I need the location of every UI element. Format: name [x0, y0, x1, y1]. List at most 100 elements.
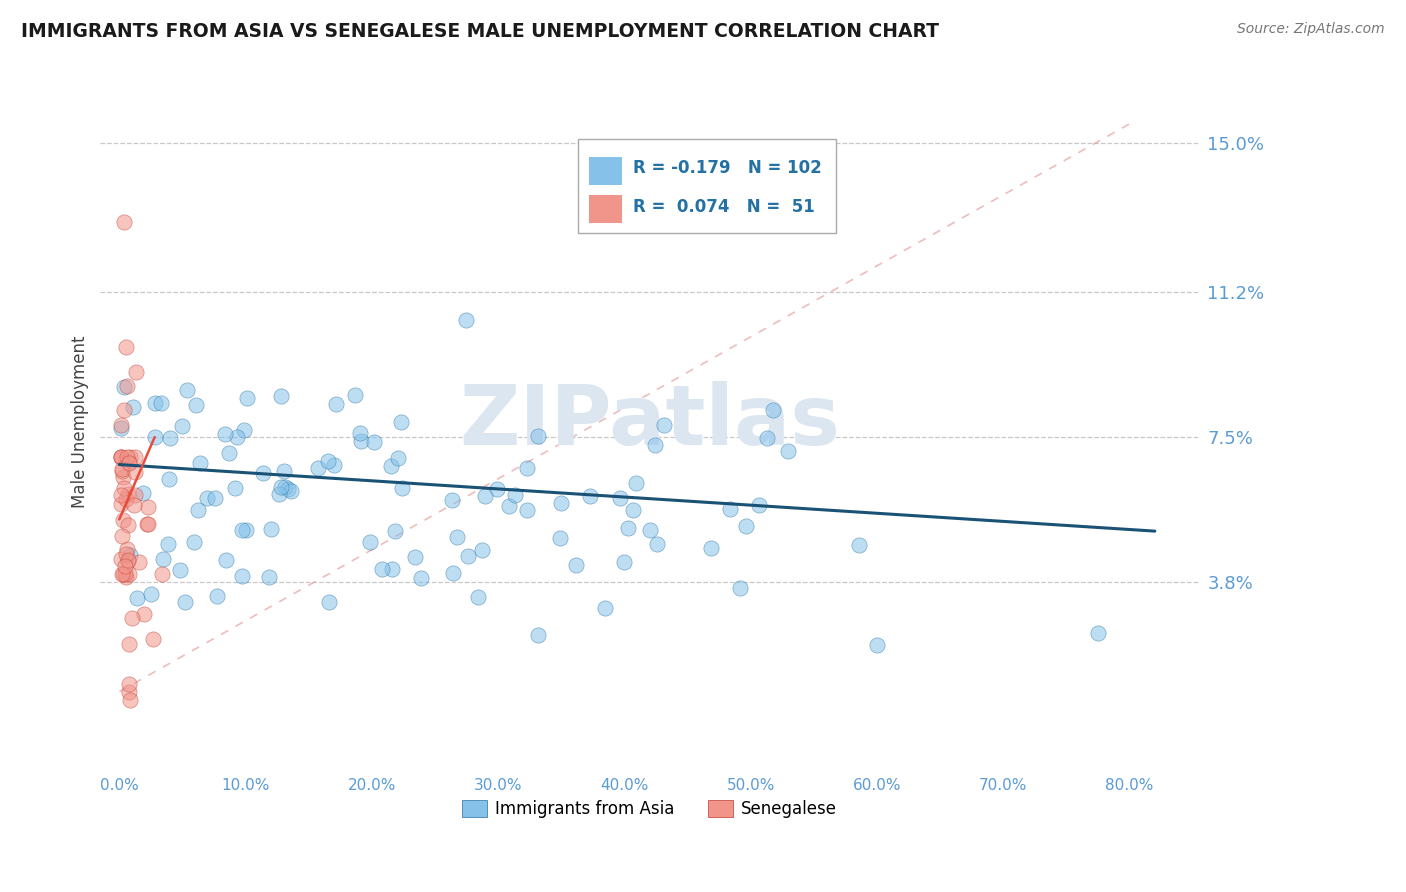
Point: [252, 467, 274, 481]
Point: [125, 365, 148, 379]
Point: [550, 495, 572, 509]
Point: [138, 500, 160, 515]
Point: [776, 443, 799, 458]
Point: [370, 562, 392, 576]
Point: [173, 595, 195, 609]
Point: [565, 558, 588, 572]
Point: [114, 570, 136, 584]
Point: [277, 482, 299, 496]
Point: [120, 450, 142, 464]
Point: [273, 480, 295, 494]
Point: [117, 518, 139, 533]
Point: [640, 523, 662, 537]
Point: [613, 555, 636, 569]
Point: [343, 388, 366, 402]
Point: [391, 481, 413, 495]
Point: [183, 535, 205, 549]
Point: [122, 498, 145, 512]
Point: [110, 421, 132, 435]
Point: [115, 547, 138, 561]
Point: [156, 537, 179, 551]
Point: [128, 555, 150, 569]
Point: [118, 677, 141, 691]
Point: [112, 481, 135, 495]
Point: [654, 418, 676, 433]
Point: [115, 450, 138, 464]
Point: [720, 501, 742, 516]
Point: [404, 550, 426, 565]
Point: [866, 638, 889, 652]
Point: [112, 402, 135, 417]
Point: [381, 562, 404, 576]
Point: [195, 491, 218, 506]
Point: [624, 476, 647, 491]
Point: [115, 379, 138, 393]
Point: [204, 491, 226, 505]
Point: [112, 380, 135, 394]
Point: [224, 481, 246, 495]
Point: [111, 464, 134, 478]
Point: [1087, 626, 1109, 640]
Text: Source: ZipAtlas.com: Source: ZipAtlas.com: [1237, 22, 1385, 37]
Point: [214, 427, 236, 442]
Point: [118, 637, 141, 651]
Point: [454, 312, 477, 326]
Point: [111, 567, 134, 582]
Point: [526, 628, 548, 642]
Y-axis label: Male Unemployment: Male Unemployment: [72, 335, 89, 508]
Point: [205, 589, 228, 603]
Point: [363, 435, 385, 450]
Point: [485, 483, 508, 497]
Point: [318, 595, 340, 609]
Text: R =  0.074   N =  51: R = 0.074 N = 51: [633, 198, 815, 216]
Point: [143, 430, 166, 444]
Point: [117, 457, 139, 471]
Point: [170, 418, 193, 433]
Point: [112, 470, 135, 484]
Point: [124, 488, 146, 502]
Point: [110, 450, 132, 464]
Point: [236, 391, 259, 405]
Point: [135, 517, 157, 532]
Point: [121, 611, 143, 625]
Point: [441, 566, 464, 580]
Point: [118, 567, 141, 582]
Point: [124, 465, 146, 479]
Point: [114, 492, 136, 507]
Point: [548, 531, 571, 545]
Point: [118, 455, 141, 469]
FancyBboxPatch shape: [578, 139, 837, 234]
Point: [387, 450, 409, 465]
Point: [579, 489, 602, 503]
Point: [188, 456, 211, 470]
Point: [609, 491, 631, 505]
Point: [157, 472, 180, 486]
Point: [124, 450, 146, 464]
Point: [110, 450, 132, 464]
Point: [118, 692, 141, 706]
Point: [735, 519, 758, 533]
Point: [316, 454, 339, 468]
Point: [260, 522, 283, 536]
Point: [115, 541, 138, 556]
Point: [176, 383, 198, 397]
Point: [232, 423, 254, 437]
Point: [471, 542, 494, 557]
Point: [159, 431, 181, 445]
Point: [516, 503, 538, 517]
Point: [389, 415, 412, 429]
Point: [152, 551, 174, 566]
Text: IMMIGRANTS FROM ASIA VS SENEGALESE MALE UNEMPLOYMENT CORRELATION CHART: IMMIGRANTS FROM ASIA VS SENEGALESE MALE …: [21, 22, 939, 41]
Point: [446, 530, 468, 544]
Point: [273, 464, 295, 478]
Point: [359, 535, 381, 549]
Point: [169, 563, 191, 577]
Point: [848, 538, 870, 552]
Point: [756, 431, 779, 445]
Point: [325, 397, 347, 411]
Point: [112, 215, 135, 229]
Point: [186, 398, 208, 412]
Point: [474, 489, 496, 503]
Point: [457, 549, 479, 564]
Point: [409, 571, 432, 585]
